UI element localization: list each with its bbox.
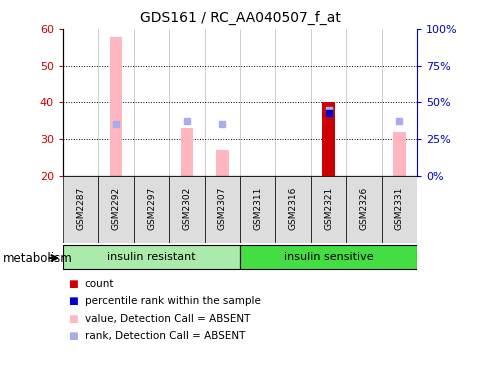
Text: GSM2297: GSM2297 bbox=[147, 186, 156, 230]
Text: metabolism: metabolism bbox=[2, 251, 72, 265]
Bar bbox=[181, 128, 193, 176]
Text: ■: ■ bbox=[68, 331, 77, 341]
Bar bbox=[240, 245, 416, 269]
Title: GDS161 / RC_AA040507_f_at: GDS161 / RC_AA040507_f_at bbox=[139, 11, 340, 26]
Text: GSM2321: GSM2321 bbox=[323, 186, 333, 230]
Text: GSM2331: GSM2331 bbox=[394, 186, 403, 230]
Bar bbox=[98, 176, 134, 243]
Text: GSM2287: GSM2287 bbox=[76, 186, 85, 230]
Text: GSM2292: GSM2292 bbox=[111, 186, 121, 229]
Text: ■: ■ bbox=[68, 296, 77, 306]
Text: ■: ■ bbox=[68, 314, 77, 324]
Bar bbox=[240, 176, 275, 243]
Bar bbox=[63, 176, 98, 243]
Text: insulin resistant: insulin resistant bbox=[107, 252, 196, 262]
Text: insulin sensitive: insulin sensitive bbox=[283, 252, 373, 262]
Bar bbox=[393, 132, 405, 176]
Text: GSM2311: GSM2311 bbox=[253, 186, 262, 230]
Bar bbox=[134, 176, 169, 243]
Bar bbox=[63, 245, 240, 269]
Text: GSM2326: GSM2326 bbox=[359, 186, 368, 230]
Bar bbox=[275, 176, 310, 243]
Bar bbox=[381, 176, 416, 243]
Bar bbox=[204, 176, 240, 243]
Text: GSM2307: GSM2307 bbox=[217, 186, 227, 230]
Bar bbox=[310, 176, 346, 243]
Text: percentile rank within the sample: percentile rank within the sample bbox=[85, 296, 260, 306]
Bar bbox=[216, 150, 228, 176]
Bar bbox=[322, 102, 334, 176]
Bar bbox=[169, 176, 204, 243]
Text: GSM2302: GSM2302 bbox=[182, 186, 191, 230]
Text: GSM2316: GSM2316 bbox=[288, 186, 297, 230]
Text: value, Detection Call = ABSENT: value, Detection Call = ABSENT bbox=[85, 314, 250, 324]
Bar bbox=[322, 102, 334, 176]
Bar bbox=[346, 176, 381, 243]
Bar bbox=[110, 37, 122, 176]
Text: ■: ■ bbox=[68, 279, 77, 289]
Text: count: count bbox=[85, 279, 114, 289]
Text: rank, Detection Call = ABSENT: rank, Detection Call = ABSENT bbox=[85, 331, 245, 341]
